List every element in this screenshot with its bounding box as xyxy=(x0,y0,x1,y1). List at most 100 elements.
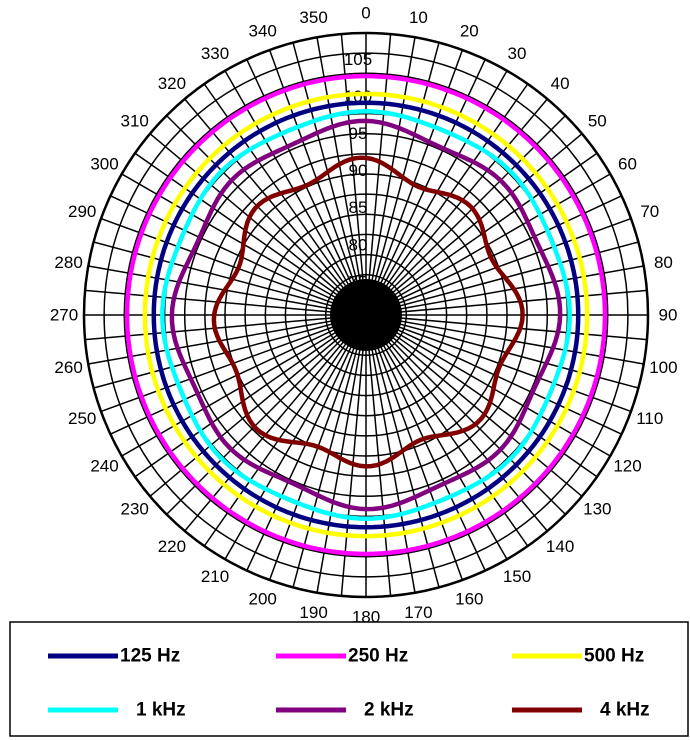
grid-spoke xyxy=(224,314,367,560)
grid-spoke xyxy=(365,314,639,389)
grid-spoke xyxy=(340,314,367,596)
grid-spoke xyxy=(203,314,367,547)
legend: 125 Hz 250 Hz 500 Hz 1 kHz 2 kHz 4 kHz xyxy=(9,621,689,737)
grid-spoke xyxy=(203,83,367,316)
grid-spoke xyxy=(365,115,566,316)
grid-spoke xyxy=(316,314,367,593)
angle-tick-label: 100 xyxy=(649,358,677,377)
grid-spoke xyxy=(93,241,367,316)
grid-spoke xyxy=(365,152,598,316)
grid-spoke xyxy=(292,42,367,316)
grid-spoke xyxy=(365,314,548,532)
grid-spoke xyxy=(365,314,647,341)
angle-tick-label: 350 xyxy=(299,8,327,27)
grid-spoke xyxy=(134,152,367,316)
angle-tick-labels: 0 10 20 30 40 50 60 70 80 90 100 110 120 130 140 150 160… xyxy=(50,4,678,627)
radial-tick-label: 105 xyxy=(344,50,372,69)
grid-spoke xyxy=(365,265,644,316)
grid-spoke xyxy=(365,37,416,316)
grid-spoke xyxy=(365,133,583,316)
angle-tick-label: 280 xyxy=(54,253,82,272)
grid-spoke xyxy=(365,83,529,316)
radial-tick-labels: 7580859095100105 xyxy=(344,50,372,292)
grid-spoke xyxy=(110,195,367,316)
angle-tick-label: 160 xyxy=(455,589,483,608)
legend-label: 125 Hz xyxy=(120,646,180,667)
grid-spoke xyxy=(365,314,622,435)
series-line-3 xyxy=(160,109,572,521)
radial-tick-label: 80 xyxy=(349,235,368,254)
angle-tick-label: 130 xyxy=(583,500,611,519)
grid-spoke xyxy=(184,314,367,532)
angle-tick-label: 30 xyxy=(508,44,527,63)
grid-spoke xyxy=(365,289,647,316)
angle-tick-label: 270 xyxy=(50,306,78,325)
grid-spoke xyxy=(268,49,367,316)
grid-spoke xyxy=(365,314,583,497)
grid-spoke xyxy=(149,133,367,316)
angle-tick-label: 310 xyxy=(121,111,149,130)
angle-tick-label: 340 xyxy=(249,22,277,41)
legend-box xyxy=(9,621,689,737)
legend-label: 500 Hz xyxy=(584,646,644,667)
series-line-1 xyxy=(124,73,608,557)
angle-tick-label: 40 xyxy=(551,74,570,93)
grid-spoke xyxy=(149,314,367,497)
series-line-2 xyxy=(142,91,590,539)
grid-spoke xyxy=(365,314,529,547)
grid-spoke xyxy=(121,314,367,457)
legend-label: 1 kHz xyxy=(136,700,186,721)
grid-spoke xyxy=(365,98,548,316)
grid-spoke xyxy=(85,314,367,341)
grid-spoke xyxy=(85,289,367,316)
grid-spoke xyxy=(134,314,367,478)
grid-spoke xyxy=(100,217,367,316)
grid-spoke xyxy=(365,314,392,596)
angle-tick-label: 70 xyxy=(640,202,659,221)
radial-tick-label: 85 xyxy=(349,198,368,217)
angle-tick-label: 320 xyxy=(158,74,186,93)
angle-tick-label: 10 xyxy=(409,8,428,27)
grid-spoke xyxy=(365,314,566,515)
grid-spoke xyxy=(365,314,486,571)
angle-tick-label: 260 xyxy=(54,358,82,377)
angle-tick-label: 20 xyxy=(460,22,479,41)
series-line-4 xyxy=(169,118,563,512)
series-line-0 xyxy=(151,100,581,530)
grid-spoke xyxy=(93,314,367,389)
grid-spoke xyxy=(166,314,367,515)
grid-spoke xyxy=(365,314,416,593)
grid-spoke xyxy=(365,314,464,581)
grid-spoke xyxy=(88,314,367,365)
angle-tick-label: 120 xyxy=(613,457,641,476)
series-lines xyxy=(124,73,608,557)
angle-tick-label: 210 xyxy=(201,567,229,586)
angle-tick-label: 170 xyxy=(404,603,432,622)
angle-tick-label: 200 xyxy=(249,589,277,608)
radial-tick-label: 95 xyxy=(349,124,368,143)
angle-tick-label: 240 xyxy=(90,457,118,476)
angle-tick-label: 0 xyxy=(361,4,370,23)
grid-spoke xyxy=(365,314,611,457)
angle-tick-label: 80 xyxy=(654,253,673,272)
angle-tick-label: 150 xyxy=(503,567,531,586)
angle-tick-label: 50 xyxy=(588,111,607,130)
angle-tick-label: 330 xyxy=(201,44,229,63)
angle-tick-label: 190 xyxy=(299,603,327,622)
angle-tick-label: 300 xyxy=(90,155,118,174)
angle-tick-label: 140 xyxy=(546,537,574,556)
series-line-5 xyxy=(211,155,525,469)
grid-spoke xyxy=(340,34,367,316)
angle-tick-label: 230 xyxy=(121,500,149,519)
legend-label: 250 Hz xyxy=(348,646,408,667)
angle-tick-label: 250 xyxy=(68,409,96,428)
grid-spoke xyxy=(365,314,598,478)
grid-spoke xyxy=(184,98,367,316)
grid-spoke xyxy=(365,34,392,316)
grid-spoke xyxy=(365,195,622,316)
grid-spoke xyxy=(316,37,367,316)
grid-spoke xyxy=(224,70,367,316)
angle-tick-label: 90 xyxy=(659,306,678,325)
legend-label: 2 kHz xyxy=(364,700,414,721)
